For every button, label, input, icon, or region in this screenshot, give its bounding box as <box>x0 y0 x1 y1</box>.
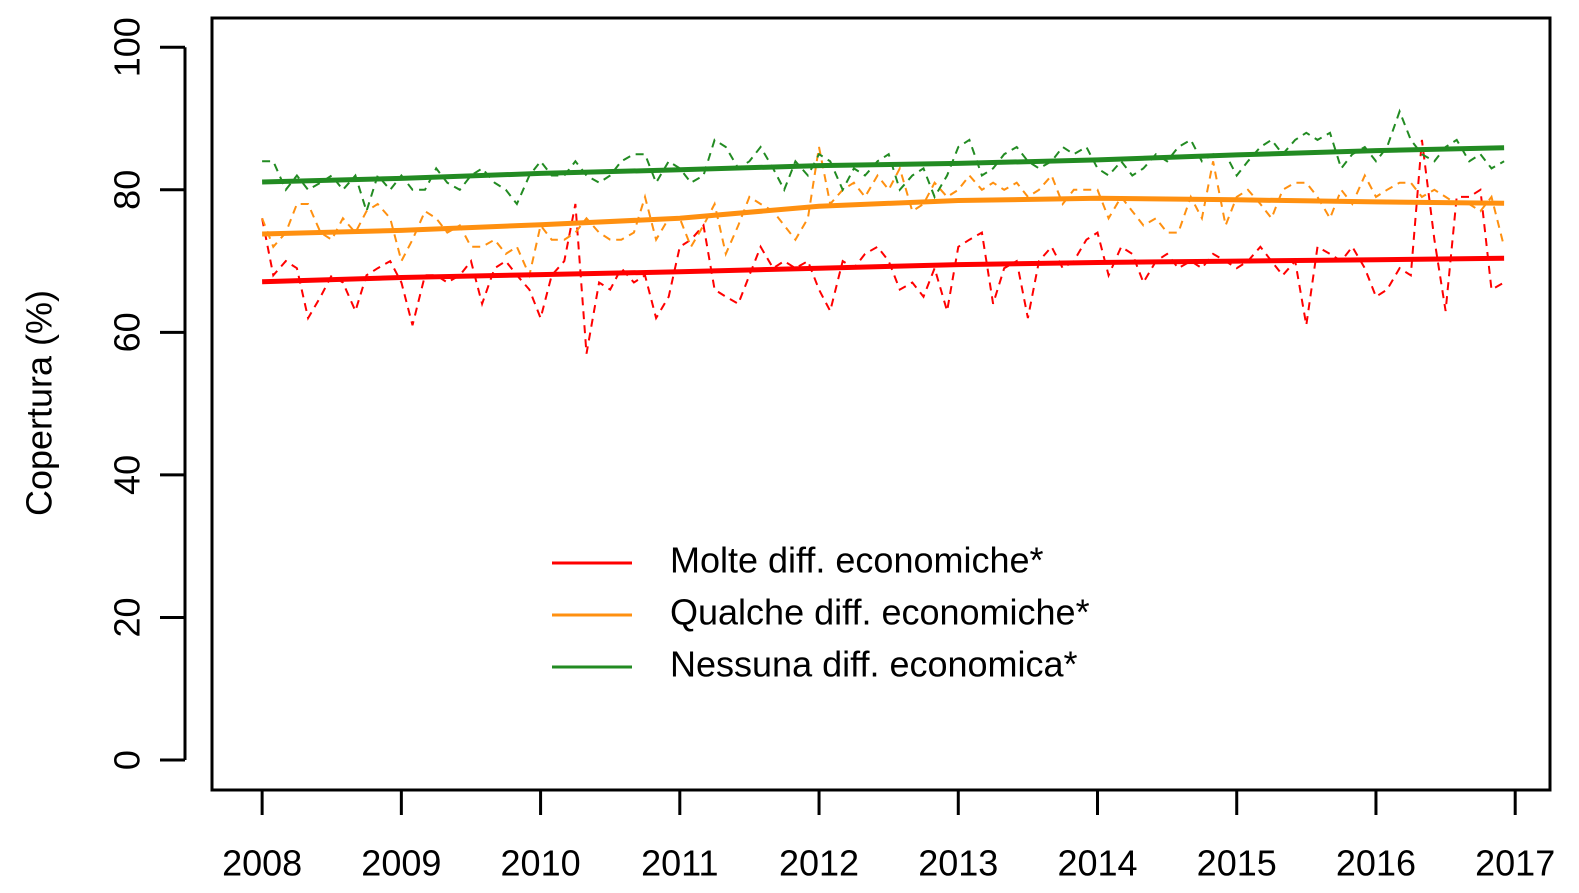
x-tick-label: 2017 <box>1475 843 1555 884</box>
trend-line <box>262 195 1505 237</box>
x-tick-label: 2012 <box>779 843 859 884</box>
y-tick-label: 100 <box>107 17 148 77</box>
x-tick-label: 2014 <box>1057 843 1137 884</box>
x-tick-label: 2016 <box>1336 843 1416 884</box>
x-tick-label: 2008 <box>222 843 302 884</box>
x-tick-label: 2010 <box>501 843 581 884</box>
y-tick-label: 0 <box>107 750 148 770</box>
monthly-line <box>261 139 1505 354</box>
y-tick-label: 60 <box>107 312 148 352</box>
trend-line <box>262 255 1505 285</box>
y-tick-label: 20 <box>107 597 148 637</box>
y-axis-label: Copertura (%) <box>19 290 60 516</box>
x-tick-label: 2013 <box>918 843 998 884</box>
y-tick-label: 40 <box>107 455 148 495</box>
monthly-line <box>262 108 1505 215</box>
legend-label: Nessuna diff. economica* <box>670 644 1078 685</box>
trend-line <box>262 145 1505 185</box>
legend-label: Qualche diff. economiche* <box>670 592 1090 633</box>
x-tick-label: 2015 <box>1197 843 1277 884</box>
legend-label: Molte diff. economiche* <box>670 540 1044 581</box>
y-tick-label: 80 <box>107 170 148 210</box>
x-tick-label: 2009 <box>361 843 441 884</box>
monthly-line <box>261 146 1506 279</box>
x-tick-label: 2011 <box>641 843 718 884</box>
